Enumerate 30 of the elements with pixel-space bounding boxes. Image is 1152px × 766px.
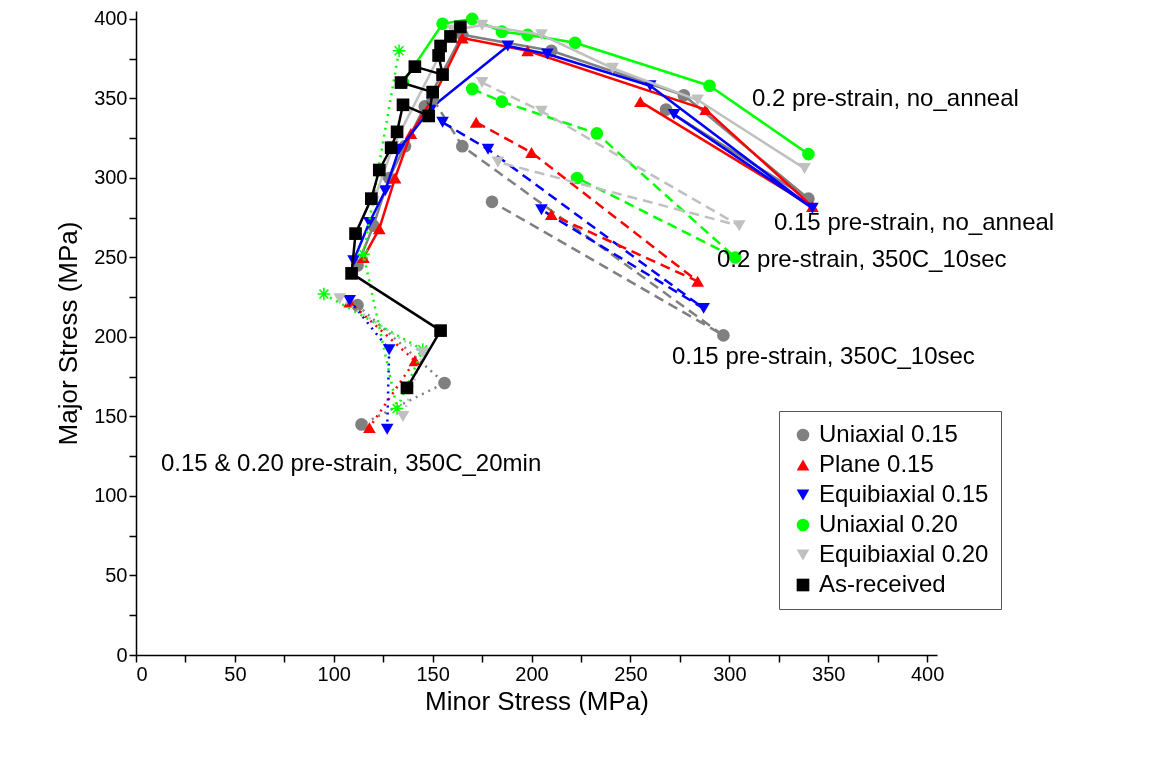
y-tick-label: 0: [116, 643, 128, 666]
annotation: 0.2 pre-strain, no_anneal: [752, 84, 1019, 111]
y-tick-label: 350: [94, 86, 128, 109]
x-axis-title: Minor Stress (MPa): [425, 685, 649, 716]
legend-label: Uniaxial 0.20: [819, 510, 958, 537]
x-tick-label: 150: [416, 662, 450, 685]
y-tick-label: 250: [94, 245, 128, 268]
x-tick-label: 200: [515, 662, 549, 685]
x-tick-label: 300: [713, 662, 747, 685]
x-tick-label: 0: [136, 662, 148, 685]
y-tick-label: 100: [94, 484, 128, 507]
y-axis-title: Major Stress (MPa): [53, 221, 84, 446]
legend-label: Equibiaxial 0.20: [819, 540, 989, 567]
y-tick-label: 200: [94, 325, 128, 348]
y-tick-label: 150: [94, 404, 128, 427]
x-tick-label: 400: [910, 662, 945, 685]
legend-label: Plane 0.15: [819, 450, 934, 477]
x-tick-label: 250: [614, 662, 648, 685]
x-tick-label: 100: [317, 662, 351, 685]
annotation: 0.15 & 0.20 pre-strain, 350C_20min: [161, 449, 542, 476]
legend-label: As-received: [819, 570, 946, 597]
x-tick-label: 350: [812, 662, 846, 685]
y-tick-label: 400: [94, 7, 128, 30]
annotation: 0.15 pre-strain, 350C_10sec: [672, 342, 975, 369]
y-tick-label: 50: [105, 563, 128, 586]
annotation: 0.15 pre-strain, no_anneal: [774, 208, 1055, 235]
legend-label: Uniaxial 0.15: [819, 420, 958, 447]
x-tick-label: 50: [224, 662, 247, 685]
y-tick-label: 300: [94, 166, 128, 189]
legend-label: Equibiaxial 0.15: [819, 480, 989, 507]
